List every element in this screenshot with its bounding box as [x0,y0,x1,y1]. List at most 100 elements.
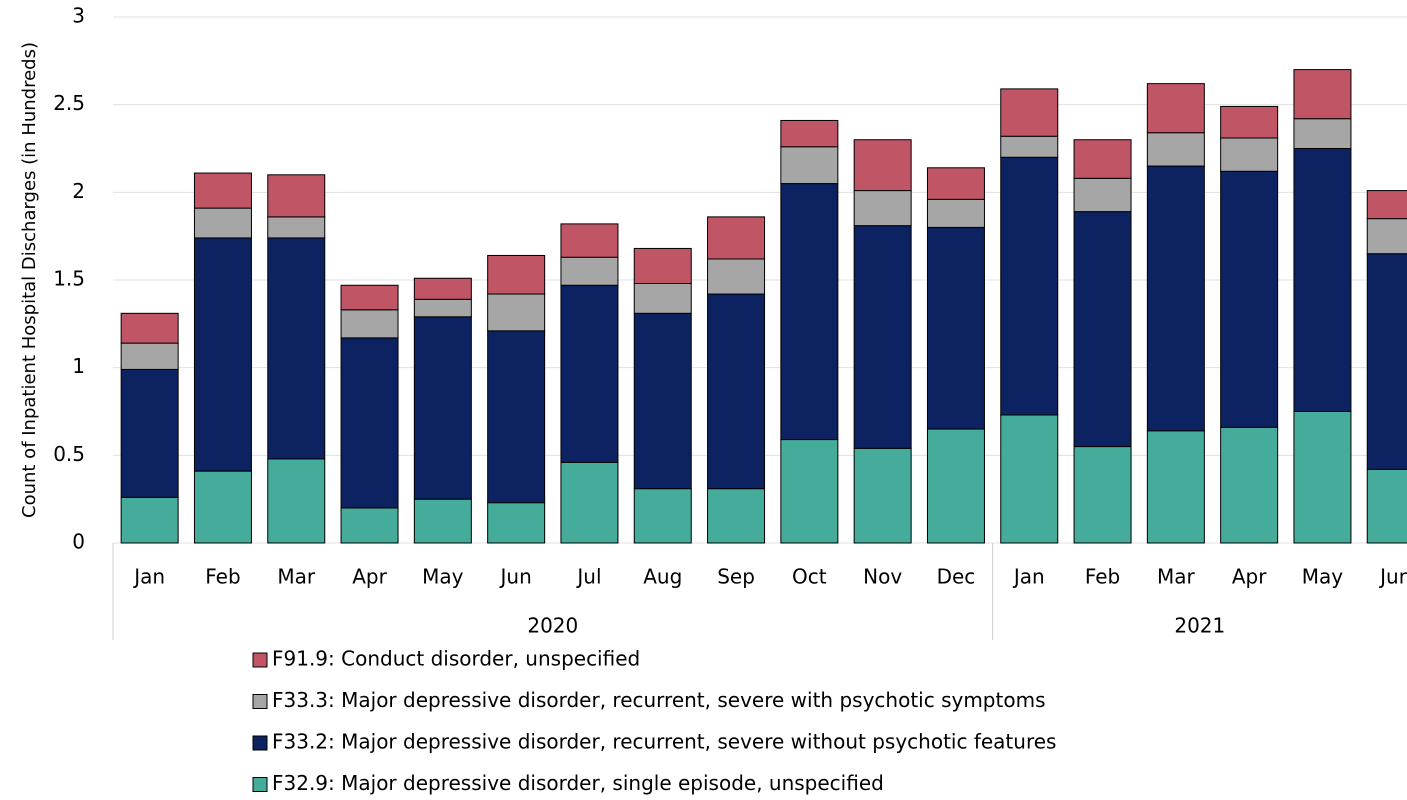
bar-segment [560,461,619,544]
bar-segment [1220,105,1279,139]
bar-segment [1366,218,1407,255]
y-tick-label: 1 [72,354,85,378]
bar-segment [1000,88,1059,137]
bar-segment [560,284,619,463]
bar-segment [1293,69,1352,120]
bar-segment [560,256,619,286]
bar-segment [1073,446,1132,544]
bar-segment [413,316,472,500]
legend-label: F91.9: Conduct disorder, unspecified [272,647,640,671]
x-tick-label: Oct [792,565,827,589]
legend-swatch [252,694,268,709]
bar-segment [926,226,985,430]
bar-segment [853,447,912,544]
bar-segment [1073,139,1132,179]
bar-segment [487,293,546,332]
y-tick-label: 0.5 [53,442,85,466]
x-tick-label: Jan [132,565,165,589]
legend-swatch [252,652,268,668]
bar-segment [707,293,766,490]
bar-segment [926,428,985,544]
bar-segment [1366,190,1407,220]
x-tick-label: Apr [1232,565,1267,589]
bar-segment [633,247,692,285]
y-axis-label: Count of Inpatient Hospital Discharges (… [19,42,40,518]
bar-segment [1146,132,1205,167]
bar-segment [413,298,472,318]
bar-segment [853,139,912,192]
x-tick-label: May [1302,565,1344,589]
bar-segment [926,167,985,200]
x-tick-label: Nov [863,565,902,589]
bar-segment [1073,177,1132,213]
bar-segment [780,183,839,441]
legend-swatch [252,777,268,792]
bar-segment [707,488,766,544]
bar-segment [1293,118,1352,150]
bar-segment [1293,411,1352,544]
bar-segment [193,172,252,209]
bar-segment [633,488,692,544]
bar-segment [267,174,326,218]
y-tick-label: 2 [72,179,85,203]
bar-segment [853,190,912,227]
legend-label: F33.3: Major depressive disorder, recurr… [272,688,1046,712]
bar-segment [707,258,766,295]
group-label: 2021 [1174,614,1225,638]
bar-segment [340,337,399,509]
bar-segment [1000,135,1059,158]
bar-segment [193,237,252,472]
bar-segment [560,223,619,258]
bar-segment [340,284,399,311]
bar-segment [853,225,912,449]
bar-segment [707,216,766,260]
x-tick-label: May [422,565,464,589]
bar-segment [1146,165,1205,432]
bar-segment [1146,83,1205,134]
bar-segment [193,470,252,544]
bar-segment [120,496,179,544]
bar-segment [487,330,546,504]
bar-segment [1220,426,1279,544]
bar-segment [633,283,692,314]
bar-segment [120,342,179,370]
x-tick-label: Dec [937,565,976,589]
x-tick-label: Jul [575,565,601,589]
legend-label: F32.9: Major depressive disorder, single… [272,771,884,795]
bar-segment [120,312,179,344]
group-label: 2020 [527,614,578,638]
bar-segment [267,237,326,460]
bar-segment [267,216,326,239]
y-tick-label: 0 [72,530,85,554]
bar-segment [780,119,839,148]
x-tick-label: Jun [499,565,532,589]
bar-segment [1146,430,1205,544]
x-tick-label: Mar [1157,565,1196,589]
y-tick-label: 2.5 [53,91,85,115]
bar-segment [1000,414,1059,544]
legend-label: F33.2: Major depressive disorder, recurr… [272,730,1056,754]
bar-segment [340,309,399,339]
legend-swatch [252,735,268,751]
bar-segment [1073,211,1132,448]
bar-segment [926,198,985,228]
bar-segment [413,277,472,300]
x-tick-label: Sep [717,565,755,589]
x-tick-label: Mar [277,565,316,589]
bar-segment [1000,156,1059,416]
x-tick-label: Jan [1012,565,1045,589]
bar-segment [487,254,546,295]
bar-segment [633,312,692,490]
y-tick-label: 3 [72,4,85,28]
x-tick-label: Jun [1378,565,1407,589]
bar-segment [1220,170,1279,428]
bar-segment [413,498,472,544]
bar-segment [1293,148,1352,412]
bar-segment [193,207,252,239]
y-tick-label: 1.5 [53,267,85,291]
x-tick-label: Apr [352,565,387,589]
bar-segment [267,458,326,544]
bar-segment [487,502,546,544]
x-tick-label: Feb [205,565,240,589]
